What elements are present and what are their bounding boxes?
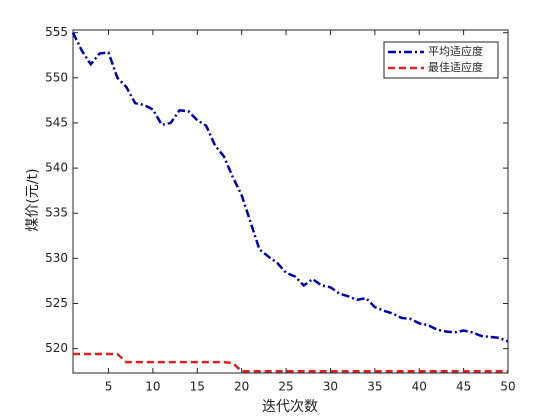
- x-tick-label: 35: [367, 380, 382, 394]
- y-tick-label: 540: [45, 161, 68, 175]
- plot-area: [72, 29, 509, 374]
- y-tick-label: 530: [45, 251, 68, 265]
- y-tick-label: 550: [45, 70, 68, 84]
- series-line: [73, 352, 508, 373]
- y-axis-label: 煤价(元/t): [25, 168, 41, 231]
- x-tick-label: 40: [412, 380, 427, 394]
- legend-label: 平均适应度: [428, 44, 483, 58]
- y-tick-label: 525: [45, 296, 68, 310]
- y-tick-label: 520: [45, 341, 68, 355]
- x-axis-label: 迭代次数: [262, 399, 318, 415]
- y-tick-label: 535: [45, 206, 68, 220]
- x-tick-label: 5: [105, 380, 113, 394]
- y-tick-label: 555: [45, 25, 68, 39]
- x-tick-label: 10: [145, 380, 160, 394]
- x-tick-label: 20: [234, 380, 249, 394]
- x-tick-label: 45: [456, 380, 471, 394]
- x-tick-label: 15: [190, 380, 205, 394]
- x-tick-label: 50: [500, 380, 515, 394]
- x-tick-label: 30: [323, 380, 338, 394]
- y-tick-label: 545: [45, 115, 68, 129]
- legend-label: 最佳适应度: [428, 60, 483, 74]
- x-tick-label: 25: [278, 380, 293, 394]
- legend-box: [383, 41, 499, 79]
- series-line: [71, 32, 509, 343]
